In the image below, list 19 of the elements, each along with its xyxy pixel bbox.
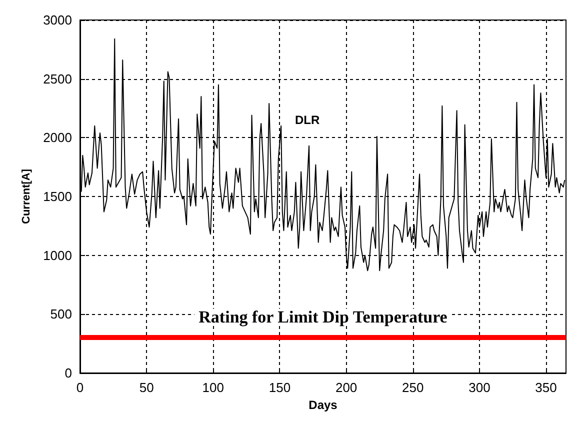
x-tick-label: 200 xyxy=(335,380,358,395)
y-tick-label: 1000 xyxy=(43,248,72,263)
y-axis-title: Current[A] xyxy=(20,168,33,224)
y-tick-label: 1500 xyxy=(43,189,72,204)
y-tick-label: 500 xyxy=(50,306,72,322)
x-tick-label: 50 xyxy=(139,380,154,395)
x-tick-label: 250 xyxy=(402,380,424,395)
y-tick-label: 2000 xyxy=(43,130,72,146)
series-label: DLR xyxy=(295,113,320,127)
y-tick-label: 3000 xyxy=(43,12,72,28)
x-tick-label: 0 xyxy=(76,380,84,395)
y-tick-label: 0 xyxy=(64,366,72,380)
x-tick-label: 350 xyxy=(535,380,557,395)
x-tick-label: 150 xyxy=(268,380,291,395)
y-tick-label: 2500 xyxy=(43,71,72,86)
x-tick-label: 300 xyxy=(468,380,490,395)
x-tick-label: 100 xyxy=(202,380,224,395)
ref-line-label: Rating for Limit Dip Temperature xyxy=(198,308,448,327)
x-axis-title: Days xyxy=(308,398,338,412)
